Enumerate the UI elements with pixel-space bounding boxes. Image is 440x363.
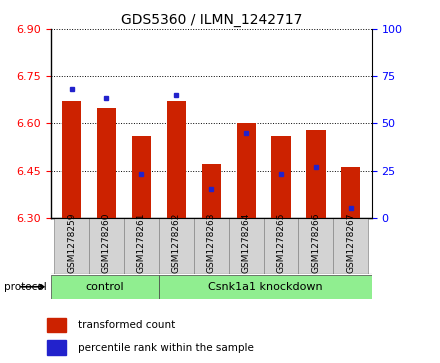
Bar xyxy=(229,218,264,274)
Title: GDS5360 / ILMN_1242717: GDS5360 / ILMN_1242717 xyxy=(121,13,302,26)
Bar xyxy=(341,167,360,218)
Bar xyxy=(124,218,159,274)
Bar xyxy=(306,130,326,218)
Bar xyxy=(334,218,368,274)
Bar xyxy=(167,101,186,218)
Bar xyxy=(237,123,256,218)
Bar xyxy=(159,218,194,274)
Text: protocol: protocol xyxy=(4,282,47,292)
Bar xyxy=(298,218,334,274)
Bar xyxy=(89,218,124,274)
Bar xyxy=(271,136,291,218)
Bar xyxy=(62,101,81,218)
Text: percentile rank within the sample: percentile rank within the sample xyxy=(78,343,254,352)
Bar xyxy=(97,108,116,218)
Text: GSM1278265: GSM1278265 xyxy=(276,213,286,273)
Text: GSM1278267: GSM1278267 xyxy=(346,213,356,273)
Text: control: control xyxy=(85,282,124,292)
Bar xyxy=(47,340,66,355)
Text: GSM1278264: GSM1278264 xyxy=(242,213,251,273)
Bar xyxy=(194,218,229,274)
Bar xyxy=(264,218,298,274)
Bar xyxy=(51,275,159,299)
Text: GSM1278266: GSM1278266 xyxy=(312,213,320,273)
Text: GSM1278259: GSM1278259 xyxy=(67,213,76,273)
Text: GSM1278263: GSM1278263 xyxy=(207,213,216,273)
Bar xyxy=(47,318,66,333)
Bar xyxy=(54,218,89,274)
Bar xyxy=(202,164,221,218)
Text: transformed count: transformed count xyxy=(78,321,175,330)
Text: GSM1278260: GSM1278260 xyxy=(102,213,111,273)
Bar xyxy=(159,275,372,299)
Text: Csnk1a1 knockdown: Csnk1a1 knockdown xyxy=(208,282,323,292)
Bar xyxy=(132,136,151,218)
Text: GSM1278261: GSM1278261 xyxy=(137,213,146,273)
Text: GSM1278262: GSM1278262 xyxy=(172,213,181,273)
